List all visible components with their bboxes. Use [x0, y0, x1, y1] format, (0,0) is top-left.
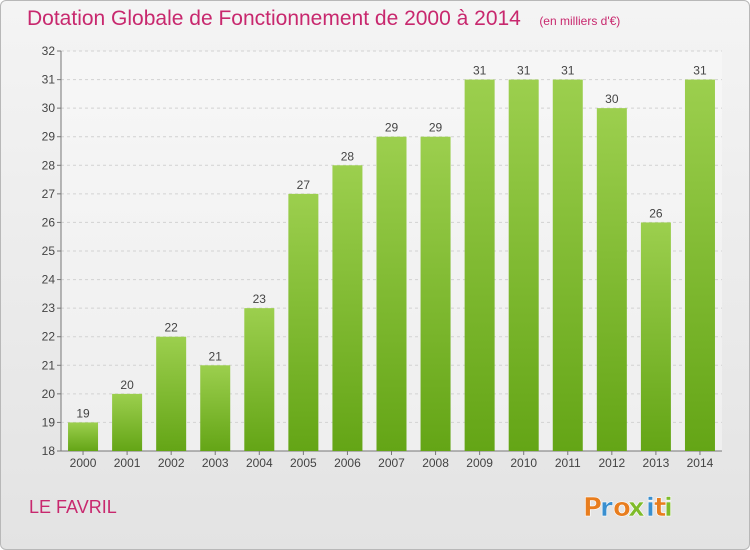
bar-2006 [332, 165, 363, 452]
brand-letter: t [654, 493, 666, 523]
y-tick-label: 26 [42, 215, 56, 229]
y-tick-label: 30 [42, 101, 56, 115]
x-tick-label-2014: 2014 [687, 456, 714, 470]
data-label-2006: 28 [341, 149, 355, 163]
y-tick-label: 31 [42, 73, 56, 87]
x-tick-label-2003: 2003 [202, 456, 229, 470]
x-tick-label-2007: 2007 [378, 456, 405, 470]
bar-2013 [640, 222, 671, 451]
data-label-2008: 29 [429, 121, 443, 135]
data-label-2014: 31 [693, 64, 707, 78]
y-tick-label: 28 [42, 158, 56, 172]
y-tick-label: 23 [42, 301, 56, 315]
data-label-2002: 22 [164, 321, 178, 335]
data-label-2003: 21 [209, 349, 223, 363]
x-tick-label-2011: 2011 [555, 456, 581, 470]
y-tick-label: 24 [42, 273, 56, 287]
x-tick-label-2013: 2013 [643, 456, 670, 470]
x-tick-label-2006: 2006 [334, 456, 361, 470]
data-label-2010: 31 [517, 64, 531, 78]
y-tick-label: 27 [42, 187, 56, 201]
y-tick-label: 18 [42, 444, 56, 458]
brand-letter: x [628, 493, 645, 523]
bar-2010 [508, 79, 539, 452]
y-tick-label: 22 [42, 330, 56, 344]
x-tick-label-2009: 2009 [466, 456, 493, 470]
y-tick-label: 25 [42, 244, 56, 258]
data-label-2007: 29 [385, 121, 399, 135]
x-tick-label-2004: 2004 [246, 456, 273, 470]
y-tick-label: 19 [42, 415, 56, 429]
bar-2000 [68, 422, 99, 451]
bar-2001 [112, 393, 143, 451]
data-label-2012: 30 [605, 92, 619, 106]
bar-2002 [156, 336, 187, 451]
bar-2011 [552, 79, 583, 452]
x-tick-label-2002: 2002 [158, 456, 185, 470]
title-block: Dotation Globale de Fonctionnement de 20… [27, 7, 620, 31]
chart-unit: (en milliers d'€) [539, 14, 621, 28]
brand-letter: r [600, 493, 613, 523]
bar-2005 [288, 193, 319, 451]
data-label-2009: 31 [473, 64, 487, 78]
proxiti-logo: Pr ox i ti [583, 493, 674, 524]
bar-2012 [596, 108, 627, 452]
bar-2009 [464, 79, 495, 452]
y-tick-label: 29 [42, 130, 56, 144]
bar-2014 [684, 79, 715, 452]
bar-2003 [200, 365, 231, 451]
brand-letter: P [583, 493, 602, 523]
x-tick-label-2001: 2001 [114, 456, 141, 470]
x-tick-label-2005: 2005 [290, 456, 317, 470]
data-label-2011: 31 [561, 64, 575, 78]
brand-letter: o [613, 493, 631, 523]
bar-2008 [420, 136, 451, 451]
brand-letter: i [664, 493, 673, 523]
data-label-2005: 27 [297, 178, 311, 192]
x-tick-label-2010: 2010 [510, 456, 537, 470]
chart-title: Dotation Globale de Fonctionnement de 20… [27, 7, 521, 30]
data-label-2000: 19 [76, 406, 90, 420]
x-tick-label-2012: 2012 [598, 456, 625, 470]
y-tick-label: 20 [42, 387, 56, 401]
data-label-2004: 23 [253, 292, 267, 306]
bar-2004 [244, 308, 275, 451]
x-tick-label-2000: 2000 [70, 456, 97, 470]
x-tick-label-2008: 2008 [422, 456, 449, 470]
brand-letter: i [646, 493, 655, 523]
bar-2007 [376, 136, 407, 451]
commune-name: LE FAVRIL [29, 497, 117, 517]
data-label-2001: 20 [120, 378, 134, 392]
y-tick-label: 32 [42, 44, 56, 58]
data-label-2013: 26 [649, 206, 663, 220]
y-tick-label: 21 [42, 358, 56, 372]
